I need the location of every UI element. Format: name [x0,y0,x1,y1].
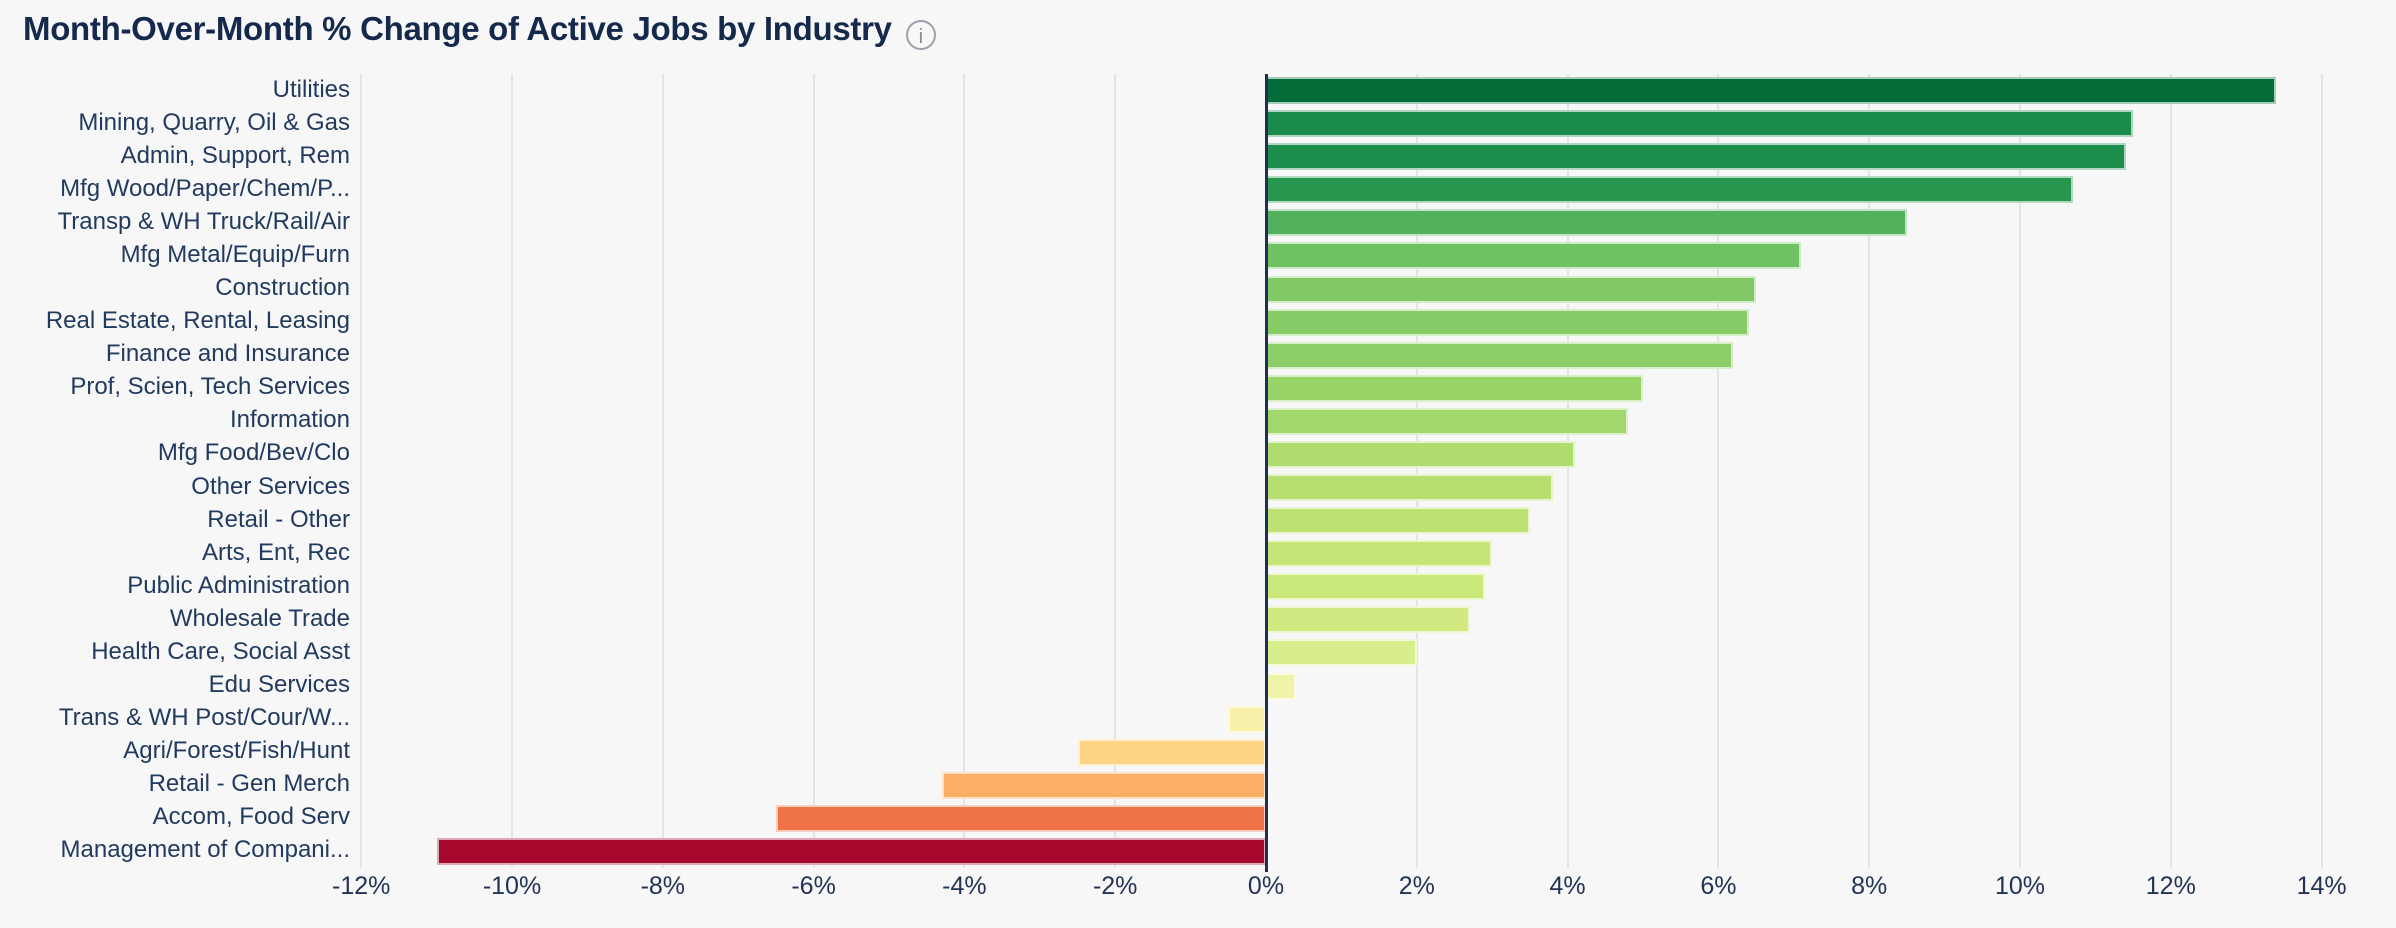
bar-agri-forest-fish-hunt[interactable] [1077,738,1266,766]
bar-trans-wh-post-cour-w[interactable] [1228,705,1266,733]
bar-arts-ent-rec[interactable] [1266,540,1493,568]
bar-prof-scien-tech-services[interactable] [1266,374,1643,402]
x-tick-label: 14% [2296,872,2347,900]
category-label: Transp & WH Truck/Rail/Air [57,207,351,235]
bar-other-services[interactable] [1266,474,1553,502]
bar-retail-gen-merch[interactable] [941,771,1266,799]
bar-construction[interactable] [1266,275,1757,303]
gridline-14pct [2320,74,2323,868]
bar-mfg-metal-equip-furn[interactable] [1266,242,1802,270]
category-label: Utilities [272,75,350,103]
x-tick-label: -8% [640,872,686,900]
gridline--8pct [661,74,664,868]
category-label: Agri/Forest/Fish/Hunt [123,737,350,765]
bar-transp-wh-truck-rail-air[interactable] [1266,209,1907,237]
chart-title: Month-Over-Month % Change of Active Jobs… [23,10,936,50]
category-label: Public Administration [127,571,350,599]
category-label: Real Estate, Rental, Leasing [45,307,350,335]
bar-information[interactable] [1266,407,1628,435]
category-label: Edu Services [208,671,350,699]
x-tick-label: 2% [1398,872,1435,900]
category-label: Mfg Food/Bev/Clo [157,439,350,467]
bar-mining-quarry-oil-gas[interactable] [1266,110,2134,138]
x-tick-label: 10% [1994,872,2046,900]
x-tick-label: -2% [1092,872,1138,900]
category-label: Information [229,406,350,434]
x-tick-label: 6% [1700,872,1737,900]
bar-health-care-social-asst[interactable] [1266,639,1417,667]
chart-title-text: Month-Over-Month % Change of Active Jobs… [23,10,892,47]
category-label: Health Care, Social Asst [91,637,350,665]
gridline-8pct [1868,74,1871,868]
bar-finance-and-insurance[interactable] [1266,341,1734,369]
bar-mfg-food-bev-clo[interactable] [1266,440,1576,468]
bar-management-of-compani[interactable] [436,837,1266,865]
category-label: Mfg Metal/Equip/Furn [120,240,350,268]
bar-mfg-wood-paper-chem-p[interactable] [1266,176,2073,204]
gridline-4pct [1566,74,1569,868]
x-tick-label: -6% [791,872,836,900]
bar-accom-food-serv[interactable] [775,804,1266,832]
gridline-2pct [1415,74,1418,868]
category-label: Other Services [191,472,350,500]
x-tick-label: -12% [332,872,391,900]
info-icon[interactable]: i [905,20,936,50]
bar-retail-other[interactable] [1266,507,1530,535]
category-label: Construction [215,274,350,302]
category-label: Accom, Food Serv [152,803,350,831]
category-label: Mfg Wood/Paper/Chem/P... [60,174,350,202]
x-tick-label: 0% [1247,872,1285,900]
gridline--2pct [1114,74,1117,868]
x-tick-label: 12% [2145,872,2196,900]
bar-real-estate-rental-leasing[interactable] [1266,308,1749,336]
category-label: Wholesale Trade [169,604,350,632]
gridline--4pct [963,74,966,868]
gridline--6pct [812,74,815,868]
bar-admin-support-rem[interactable] [1266,143,2126,171]
gridline-6pct [1717,74,1720,868]
category-label: Finance and Insurance [105,340,350,368]
bar-public-administration[interactable] [1266,573,1485,601]
category-label: Admin, Support, Rem [120,141,350,169]
x-tick-label: -4% [942,872,987,900]
gridline--12pct [360,74,363,868]
x-tick-label: 4% [1549,872,1586,900]
zero-axis-line [1264,74,1268,872]
category-label: Mining, Quarry, Oil & Gas [78,108,350,136]
gridline-12pct [2169,74,2172,868]
gridline--10pct [511,74,513,868]
category-label: Management of Compani... [60,836,351,864]
category-label: Prof, Scien, Tech Services [70,373,350,401]
category-label: Trans & WH Post/Cour/W... [58,704,350,732]
gridline-10pct [2019,74,2021,868]
bar-wholesale-trade[interactable] [1266,606,1470,634]
x-tick-label: 8% [1851,872,1888,900]
bar-utilities[interactable] [1266,77,2277,105]
category-label: Retail - Other [207,505,350,533]
x-tick-label: -10% [482,872,542,900]
category-label: Retail - Gen Merch [148,770,350,798]
category-label: Arts, Ent, Rec [201,538,350,566]
bar-edu-services[interactable] [1266,672,1297,700]
